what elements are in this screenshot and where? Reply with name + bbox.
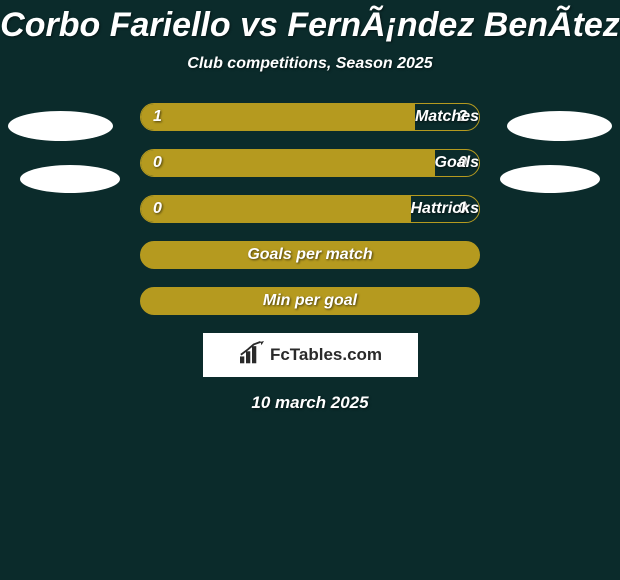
- chart-icon: [238, 341, 266, 370]
- comparison-content: 12Matches00Goals00HattricksGoals per mat…: [0, 103, 620, 413]
- player1-club-avatar: [8, 111, 113, 141]
- stat-bar-right-fill: [232, 104, 415, 130]
- stat-label: Goals: [435, 154, 479, 172]
- stat-label: Hattricks: [411, 200, 479, 218]
- stat-bar-right-fill: [276, 196, 411, 222]
- stat-label: Min per goal: [263, 292, 357, 310]
- stat-bar-left-fill: [141, 150, 288, 176]
- stat-label: Goals per match: [247, 246, 372, 264]
- stat-bar: 12Matches: [140, 103, 480, 131]
- stat-bars: 12Matches00Goals00HattricksGoals per mat…: [140, 103, 480, 315]
- player2-flag-avatar: [500, 165, 600, 193]
- date-label: 10 march 2025: [0, 393, 620, 413]
- branding-box: FcTables.com: [203, 333, 418, 377]
- stat-value-left: 0: [153, 200, 162, 218]
- stat-bar: 00Hattricks: [140, 195, 480, 223]
- stat-bar: 00Goals: [140, 149, 480, 177]
- stat-label: Matches: [415, 108, 479, 126]
- stat-bar: Min per goal: [140, 287, 480, 315]
- stat-value-left: 1: [153, 108, 162, 126]
- page-subtitle: Club competitions, Season 2025: [0, 55, 620, 73]
- branding-text: FcTables.com: [270, 345, 382, 365]
- player1-flag-avatar: [20, 165, 120, 193]
- page-title: Corbo Fariello vs FernÃ¡ndez BenÃ­tez: [0, 0, 620, 45]
- stat-bar: Goals per match: [140, 241, 480, 269]
- stat-value-left: 0: [153, 154, 162, 172]
- stat-bar-right-fill: [288, 150, 435, 176]
- player2-club-avatar: [507, 111, 612, 141]
